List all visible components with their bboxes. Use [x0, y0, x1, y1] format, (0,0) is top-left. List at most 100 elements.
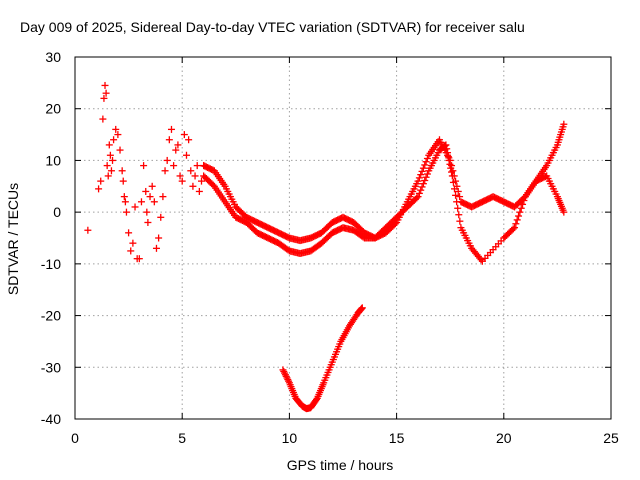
data-point-early-scatter	[106, 151, 114, 159]
data-point-early-scatter	[148, 182, 156, 190]
data-point-main-band-lower	[447, 164, 455, 172]
x-axis-title: GPS time / hours	[287, 457, 394, 473]
data-point-main-band-upper	[421, 161, 429, 169]
data-point-main-band-lower	[477, 256, 485, 264]
y-tick-label: 10	[45, 152, 61, 168]
data-point-deep-dip	[284, 376, 292, 384]
data-point-early-scatter	[161, 167, 169, 175]
data-point-main-band-lower	[443, 145, 451, 153]
data-point-early-scatter	[104, 172, 112, 180]
data-point-early-scatter	[172, 146, 180, 154]
data-point-main-band-lower	[442, 141, 450, 149]
data-point-early-scatter	[84, 226, 92, 234]
data-point-main-band-upper	[417, 171, 425, 179]
data-point-main-band-lower	[419, 180, 427, 188]
data-point-early-scatter	[99, 115, 107, 123]
data-point-main-band-upper	[419, 164, 427, 172]
data-point-main-band-upper	[456, 193, 464, 201]
data-point-deep-dip	[312, 395, 320, 403]
x-tick-label: 0	[71, 430, 79, 446]
data-point-early-scatter	[107, 167, 115, 175]
y-tick-label: -30	[41, 359, 61, 375]
data-point-early-scatter	[193, 162, 201, 170]
data-point-main-band-lower	[456, 217, 464, 225]
data-point-main-band-lower	[453, 198, 461, 206]
data-point-early-scatter	[187, 167, 195, 175]
data-point-early-scatter	[119, 177, 127, 185]
data-point-early-scatter	[152, 244, 160, 252]
data-point-early-scatter	[118, 167, 126, 175]
data-point-deep-dip	[281, 371, 289, 379]
y-tick-label: 20	[45, 101, 61, 117]
data-point-early-scatter	[195, 187, 203, 195]
data-points	[84, 81, 568, 413]
data-point-main-band-lower	[413, 194, 421, 202]
data-point-main-band-lower	[519, 200, 527, 208]
x-tick-label: 20	[496, 430, 512, 446]
data-point-early-scatter	[182, 151, 190, 159]
data-point-early-scatter	[174, 141, 182, 149]
data-point-main-band-lower	[516, 208, 524, 216]
data-point-main-band-lower	[455, 211, 463, 219]
data-point-early-scatter	[102, 89, 110, 97]
x-tick-label: 25	[603, 430, 619, 446]
data-point-early-scatter	[129, 239, 137, 247]
data-point-main-band-lower	[444, 149, 452, 157]
data-point-main-band-upper	[415, 174, 423, 182]
data-point-main-band-lower	[445, 156, 453, 164]
data-point-early-scatter	[103, 162, 111, 170]
data-point-early-scatter	[131, 203, 139, 211]
data-point-main-band-lower	[560, 208, 568, 216]
data-point-main-band-lower	[414, 193, 422, 201]
data-point-main-band-lower	[423, 170, 431, 178]
y-tick-label: -10	[41, 256, 61, 272]
data-point-deep-dip	[279, 366, 287, 374]
data-point-main-band-upper	[560, 120, 568, 128]
data-point-early-scatter	[170, 162, 178, 170]
data-point-main-band-lower	[449, 178, 457, 186]
data-point-deep-dip	[280, 367, 288, 375]
data-point-early-scatter	[150, 198, 158, 206]
y-tick-label: 30	[45, 49, 61, 65]
data-point-main-band-lower	[418, 183, 426, 191]
data-point-early-scatter	[189, 182, 197, 190]
data-point-main-band-lower	[515, 212, 523, 220]
data-point-early-scatter	[125, 229, 133, 237]
data-point-early-scatter	[165, 136, 173, 144]
data-point-early-scatter	[101, 81, 109, 89]
chart-title: Day 009 of 2025, Sidereal Day-to-day VTE…	[20, 19, 525, 35]
data-point-early-scatter	[144, 218, 152, 226]
data-point-early-scatter	[140, 162, 148, 170]
data-point-main-band-lower	[454, 204, 462, 212]
data-point-main-band-lower	[422, 173, 430, 181]
data-point-early-scatter	[135, 255, 143, 263]
data-point-early-scatter	[105, 141, 113, 149]
data-point-main-band-lower	[452, 191, 460, 199]
data-point-early-scatter	[95, 185, 103, 193]
y-tick-label: -40	[41, 411, 61, 427]
data-point-deep-dip	[285, 377, 293, 385]
data-point-main-band-lower	[513, 216, 521, 224]
data-point-deep-dip	[283, 374, 291, 382]
data-point-early-scatter	[191, 172, 199, 180]
data-point-deep-dip	[281, 369, 289, 377]
data-point-main-band-lower	[448, 168, 456, 176]
data-point-main-band-lower	[444, 153, 452, 161]
data-point-early-scatter	[120, 193, 128, 201]
data-point-early-scatter	[121, 198, 129, 206]
y-tick-label: 0	[53, 204, 61, 220]
data-point-early-scatter	[137, 198, 145, 206]
data-point-main-band-upper	[422, 158, 430, 166]
data-point-early-scatter	[143, 208, 151, 216]
x-tick-label: 15	[389, 430, 405, 446]
y-axis-title: SDTVAR / TECUs	[5, 183, 21, 295]
data-point-main-band-lower	[520, 197, 528, 205]
data-point-main-band-lower	[417, 186, 425, 194]
data-point-early-scatter	[146, 193, 154, 201]
data-point-early-scatter	[100, 94, 108, 102]
data-point-early-scatter	[159, 193, 167, 201]
data-point-main-band-lower	[421, 176, 429, 184]
data-point-main-band-upper	[418, 167, 426, 175]
